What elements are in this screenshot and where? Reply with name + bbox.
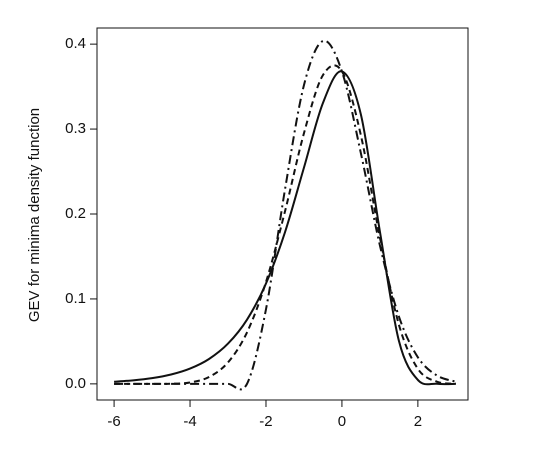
plot-frame xyxy=(96,27,469,401)
y-tick-label: 0.2 xyxy=(65,205,86,222)
x-tick-label: -2 xyxy=(259,413,272,430)
density-line xyxy=(114,39,457,391)
x-tick-label: -4 xyxy=(183,413,196,430)
y-axis-label: GEV for minima density function xyxy=(26,108,43,322)
density-line xyxy=(114,70,456,386)
y-tick-label: 0.0 xyxy=(65,375,86,392)
x-tick-label: -6 xyxy=(107,413,120,430)
density-line xyxy=(114,64,456,385)
x-tick-label: 0 xyxy=(338,413,346,430)
y-tick-label: 0.3 xyxy=(65,120,86,137)
x-tick-label: 2 xyxy=(414,413,422,430)
y-tick-label: 0.4 xyxy=(65,35,86,52)
y-tick-label: 0.1 xyxy=(65,290,86,307)
